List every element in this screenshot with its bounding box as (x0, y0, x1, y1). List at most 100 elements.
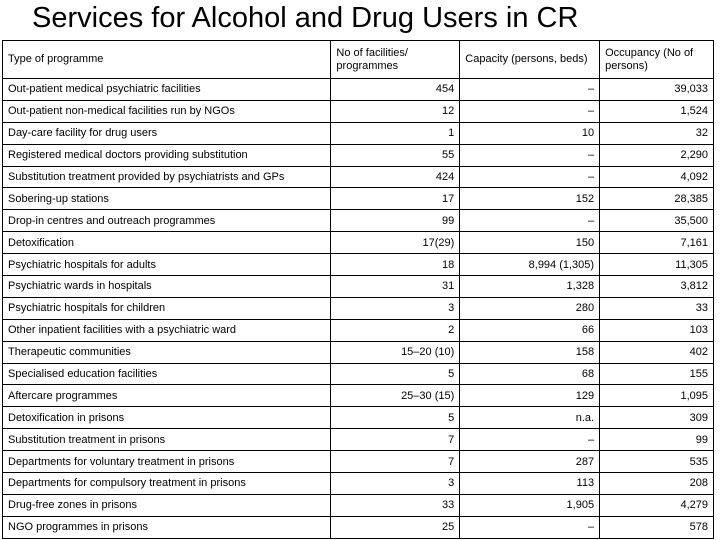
cell-occupancy: 155 (599, 362, 714, 386)
table-row: Substitution treatment provided by psych… (1, 165, 714, 189)
cell-facilities-count: 99 (330, 209, 461, 233)
cell-facilities-count: 55 (330, 143, 461, 167)
cell-programme-type: Psychiatric hospitals for children (1, 296, 332, 320)
cell-occupancy: 2,290 (599, 143, 714, 167)
cell-facilities-count: 31 (330, 275, 461, 298)
cell-facilities-count: 2 (330, 318, 461, 342)
cell-capacity: 8,994 (1,305) (459, 253, 601, 277)
cell-capacity: 68 (459, 362, 601, 386)
cell-occupancy: 4,279 (599, 493, 714, 517)
cell-occupancy: 39,033 (599, 78, 714, 101)
cell-occupancy: 309 (599, 406, 714, 430)
table-row: Out-patient medical psychiatric faciliti… (1, 78, 714, 101)
cell-programme-type: Sobering-up stations (1, 187, 332, 211)
cell-capacity: n.a. (459, 406, 601, 430)
table-row: Other inpatient facilities with a psychi… (1, 318, 714, 342)
cell-facilities-count: 17 (330, 187, 461, 211)
cell-occupancy: 99 (599, 428, 714, 452)
cell-capacity: 129 (459, 384, 601, 408)
cell-facilities-count: 33 (330, 493, 461, 517)
table-row: Psychiatric wards in hospitals 31 1,328 3,8… (1, 275, 714, 298)
cell-programme-type: Detoxification in prisons (1, 406, 332, 430)
cell-facilities-count: 7 (330, 428, 461, 452)
cell-programme-type: Psychiatric wards in hospitals (1, 275, 332, 298)
cell-facilities-count: 7 (330, 450, 461, 474)
cell-occupancy: 535 (599, 450, 714, 474)
cell-facilities-count: 1 (330, 121, 461, 145)
cell-facilities-count: 3 (330, 296, 461, 320)
cell-facilities-count: 18 (330, 253, 461, 277)
cell-facilities-count: 5 (330, 362, 461, 386)
cell-occupancy: 4,092 (599, 165, 714, 189)
table-row: Specialised education facilities 5 68 155 (1, 362, 714, 386)
cell-programme-type: Detoxification (1, 231, 332, 255)
table-row: NGO programmes in prisons 25–578 (1, 515, 714, 539)
cell-capacity: – (459, 515, 601, 539)
cell-programme-type: Drop-in centres and outreach programmes (1, 209, 332, 233)
table-row: Aftercare programmes 25–30 (15) 129 1,095 (1, 384, 714, 408)
table-header-row: Type of programme No of facilities/ prog… (1, 40, 714, 79)
cell-capacity: 10 (459, 121, 601, 145)
cell-capacity: 113 (459, 472, 601, 495)
cell-programme-type: Substitution treatment provided by psych… (1, 165, 332, 189)
cell-facilities-count: 25–30 (15) (330, 384, 461, 408)
cell-programme-type: Departments for voluntary treatment in p… (1, 450, 332, 474)
table-row: Day-care facility for drug users 1 10 32 (1, 121, 714, 145)
table-row: Out-patient non-medical facilities run b… (1, 99, 714, 123)
cell-programme-type: NGO programmes in prisons (1, 515, 332, 539)
cell-facilities-count: 424 (330, 165, 461, 189)
cell-programme-type: Specialised education facilities (1, 362, 332, 386)
cell-occupancy: 28,385 (599, 187, 714, 211)
cell-capacity: 158 (459, 340, 601, 364)
cell-capacity: 66 (459, 318, 601, 342)
cell-programme-type: Registered medical doctors providing sub… (1, 143, 332, 167)
header-facilities: No of facilities/ programmes (330, 40, 461, 79)
cell-capacity: – (459, 99, 601, 123)
cell-programme-type: Aftercare programmes (1, 384, 332, 408)
cell-programme-type: Out-patient non-medical facilities run b… (1, 99, 332, 123)
cell-capacity: 287 (459, 450, 601, 474)
cell-occupancy: 7,161 (599, 231, 714, 255)
cell-occupancy: 208 (599, 472, 714, 495)
header-occupancy: Occupancy (No of persons) (599, 40, 714, 79)
header-type: Type of programme (1, 40, 332, 79)
cell-facilities-count: 454 (330, 78, 461, 101)
table-row: Substitution treatment in prisons 7–99 (1, 428, 714, 452)
cell-programme-type: Drug-free zones in prisons (1, 493, 332, 517)
cell-capacity: 280 (459, 296, 601, 320)
cell-programme-type: Other inpatient facilities with a psychi… (1, 318, 332, 342)
table-row: Departments for compulsory treatment in … (1, 472, 714, 495)
cell-capacity: – (459, 428, 601, 452)
cell-occupancy: 1,524 (599, 99, 714, 123)
cell-occupancy: 578 (599, 515, 714, 539)
cell-facilities-count: 25 (330, 515, 461, 539)
cell-capacity: – (459, 209, 601, 233)
table-row: Therapeutic communities 15–20 (10) 158 402 (1, 340, 714, 364)
services-table: Type of programme No of facilities/ prog… (1, 40, 714, 539)
cell-facilities-count: 3 (330, 472, 461, 495)
table-row: Sobering-up stations 17 152 28,385 (1, 187, 714, 211)
table-row: Departments for voluntary treatment in p… (1, 450, 714, 474)
cell-capacity: 1,905 (459, 493, 601, 517)
cell-capacity: 150 (459, 231, 601, 255)
table-row: Detoxification in prisons 5 n.a. 309 (1, 406, 714, 430)
cell-facilities-count: 15–20 (10) (330, 340, 461, 364)
cell-capacity: 1,328 (459, 275, 601, 298)
cell-capacity: – (459, 165, 601, 189)
table-row: Detoxification 17(29) 150 7,161 (1, 231, 714, 255)
cell-facilities-count: 5 (330, 406, 461, 430)
cell-programme-type: Therapeutic communities (1, 340, 332, 364)
cell-occupancy: 402 (599, 340, 714, 364)
cell-programme-type: Psychiatric hospitals for adults (1, 253, 332, 277)
cell-occupancy: 35,500 (599, 209, 714, 233)
cell-facilities-count: 12 (330, 99, 461, 123)
page-title: Services for Alcohol and Drug Users in C… (32, 2, 579, 34)
cell-occupancy: 32 (599, 121, 714, 145)
cell-programme-type: Out-patient medical psychiatric faciliti… (1, 78, 332, 101)
table-row: Drug-free zones in prisons 33 1,905 4,279 (1, 493, 714, 517)
cell-occupancy: 1,095 (599, 384, 714, 408)
table-row: Drop-in centres and outreach programmes 9… (1, 209, 714, 233)
cell-occupancy: 103 (599, 318, 714, 342)
cell-programme-type: Substitution treatment in prisons (1, 428, 332, 452)
cell-facilities-count: 17(29) (330, 231, 461, 255)
